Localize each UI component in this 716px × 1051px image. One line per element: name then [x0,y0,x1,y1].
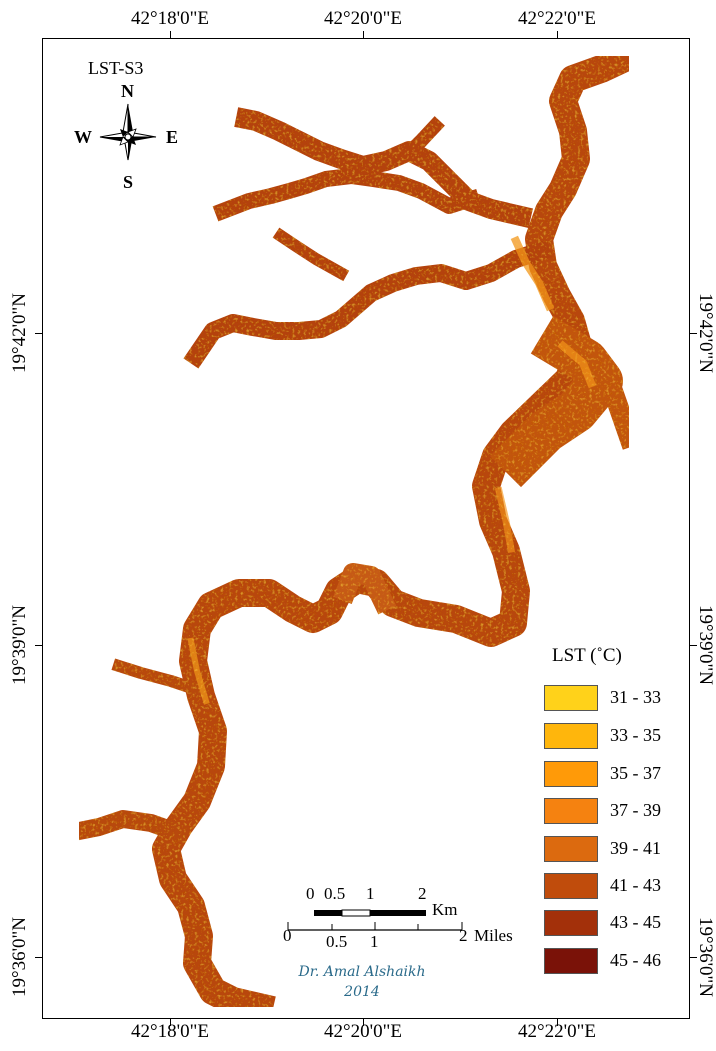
legend-title: LST (˚C) [552,645,622,666]
right-lat-label-3: 19°36'0"N [695,917,716,997]
author-credit: Dr. Amal Alshaikh 2014 [292,962,432,1002]
reservoir-meander-knob [333,563,397,615]
legend-label: 33 - 35 [610,725,661,745]
compass-rose-icon [99,103,157,161]
legend-item: 45 - 46 [544,948,684,976]
scale-km-label-0: 0 [306,884,315,903]
bottom-lon-label-3: 42°22'0"E [518,1021,596,1042]
scale-km-label-2: 2 [418,884,427,903]
tickmark [363,1019,364,1026]
legend-swatch [544,873,598,899]
map-frame [42,38,690,1020]
legend-item: 43 - 45 [544,910,684,938]
warm-patch [187,637,210,705]
left-lat-label-3: 19°36'0"N [9,917,30,997]
scale-mile-unit: Miles [474,926,513,945]
reservoir-west-spur [111,658,209,699]
credit-year: 2014 [344,984,380,1000]
legend-label: 43 - 45 [610,912,661,932]
reservoir-west-arm-sub [272,227,350,282]
legend-label: 37 - 39 [610,800,661,820]
bottom-lon-label-2: 42°20'0"E [324,1021,402,1042]
legend-swatch [544,910,598,936]
reservoir-lst-raster [68,39,648,1020]
scale-km-label-1: 1 [366,884,375,903]
reservoir-northwest-arm [212,168,482,222]
left-lat-label-2: 19°39'0"N [9,605,30,685]
compass-s-label: S [123,172,134,192]
legend-item: 31 - 33 [544,685,684,713]
legend-item: 39 - 41 [544,836,684,864]
scale-bar-graphic [287,909,463,931]
top-lon-label-1: 42°18'0"E [131,8,209,29]
tickmark [35,957,42,958]
tickmark [557,31,558,38]
right-lat-label-2: 19°39'0"N [695,605,716,685]
warm-patch [557,340,597,389]
legend-item: 35 - 37 [544,761,684,789]
left-lat-label-1: 19°42'0"N [9,293,30,373]
compass-w-label: W [74,127,92,147]
compass-e-label: E [166,127,179,147]
legend-item: 41 - 43 [544,873,684,901]
warm-patch [494,486,516,554]
top-lon-label-2: 42°20'0"E [324,8,402,29]
legend-label: 39 - 41 [610,838,661,858]
scale-mile-label-2: 2 [459,926,468,945]
right-lat-label-1: 19°42'0"N [695,293,716,373]
legend-swatch [544,685,598,711]
tickmark [557,1019,558,1026]
north-arrow: N S W E [68,81,190,192]
legend-label: 41 - 43 [610,875,661,895]
tickmark [690,957,697,958]
legend-item: 33 - 35 [544,723,684,751]
legend-swatch [544,836,598,862]
map-title: LST-S3 [88,58,144,78]
tickmark [170,1019,171,1026]
compass-n-label: N [121,81,134,101]
legend-label: 45 - 46 [610,950,661,970]
author-name: Dr. Amal Alshaikh [298,964,426,980]
legend-swatch [544,948,598,974]
reservoir-west-arm [183,239,553,369]
legend-swatch [544,761,598,787]
tickmark [690,333,697,334]
warm-patch [510,235,555,312]
scale-bar: 0 0.5 1 2 Km 0 0.5 1 2 Miles [266,884,513,964]
tickmark [35,645,42,646]
legend-label: 35 - 37 [610,763,661,783]
scale-km-label-05: 0.5 [324,884,346,903]
reservoir-inlet-right [577,347,642,450]
scale-mile-label-05: 0.5 [326,932,348,951]
bottom-lon-label-1: 42°18'0"E [131,1021,209,1042]
tickmark [690,645,697,646]
scale-km-unit: Km [432,900,458,919]
reservoir-southwest-spur [68,810,191,845]
scale-mile-label-0: 0 [283,926,292,945]
tickmark [363,31,364,38]
legend-item: 37 - 39 [544,798,684,826]
legend-label: 31 - 33 [610,687,661,707]
legend-swatch [544,723,598,749]
tickmark [170,31,171,38]
tickmark [35,333,42,334]
legend-swatch [544,798,598,824]
reservoir-north-arm-sub [401,116,445,161]
scale-mile-label-1: 1 [370,932,379,951]
top-lon-label-3: 42°22'0"E [518,8,596,29]
